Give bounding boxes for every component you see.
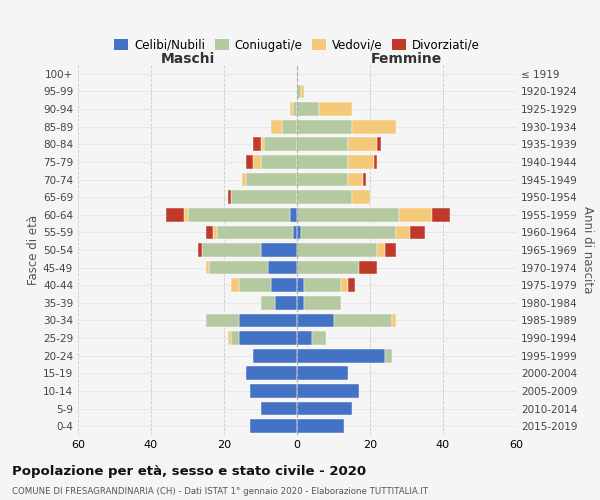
Bar: [297, 366, 348, 380]
Bar: [297, 155, 348, 169]
Text: Femmine: Femmine: [371, 52, 442, 66]
Bar: [297, 349, 385, 362]
Bar: [410, 226, 425, 239]
Bar: [253, 349, 297, 362]
Bar: [385, 349, 392, 362]
Bar: [392, 314, 395, 328]
Bar: [297, 208, 399, 222]
Bar: [264, 138, 297, 151]
Bar: [268, 260, 297, 274]
Bar: [377, 138, 381, 151]
Bar: [260, 296, 275, 310]
Bar: [297, 172, 348, 186]
Bar: [232, 331, 239, 345]
Bar: [359, 260, 377, 274]
Bar: [253, 155, 260, 169]
Bar: [250, 420, 297, 433]
Bar: [206, 260, 209, 274]
Bar: [377, 243, 385, 257]
Bar: [304, 296, 341, 310]
Bar: [239, 278, 271, 292]
Text: Popolazione per età, sesso e stato civile - 2020: Popolazione per età, sesso e stato civil…: [12, 464, 366, 477]
Bar: [301, 226, 395, 239]
Bar: [260, 155, 297, 169]
Bar: [341, 278, 348, 292]
Text: Maschi: Maschi: [160, 52, 215, 66]
Bar: [352, 120, 395, 134]
Bar: [271, 278, 297, 292]
Bar: [297, 243, 377, 257]
Bar: [395, 226, 410, 239]
Bar: [206, 314, 239, 328]
Bar: [260, 243, 297, 257]
Bar: [348, 138, 377, 151]
Bar: [260, 138, 264, 151]
Bar: [297, 331, 311, 345]
Bar: [334, 314, 392, 328]
Bar: [275, 296, 297, 310]
Bar: [297, 102, 319, 116]
Bar: [242, 172, 246, 186]
Bar: [385, 243, 395, 257]
Bar: [297, 314, 334, 328]
Bar: [217, 226, 293, 239]
Bar: [297, 120, 352, 134]
Bar: [206, 226, 213, 239]
Y-axis label: Anni di nascita: Anni di nascita: [581, 206, 594, 294]
Bar: [213, 226, 217, 239]
Bar: [227, 190, 232, 204]
Bar: [246, 366, 297, 380]
Bar: [199, 243, 202, 257]
Bar: [290, 208, 297, 222]
Bar: [297, 384, 359, 398]
Bar: [283, 120, 297, 134]
Y-axis label: Fasce di età: Fasce di età: [27, 215, 40, 285]
Bar: [297, 226, 301, 239]
Text: COMUNE DI FRESAGRANDINARIA (CH) - Dati ISTAT 1° gennaio 2020 - Elaborazione TUTT: COMUNE DI FRESAGRANDINARIA (CH) - Dati I…: [12, 487, 428, 496]
Bar: [319, 102, 352, 116]
Bar: [301, 84, 304, 98]
Bar: [297, 420, 344, 433]
Bar: [293, 102, 297, 116]
Bar: [348, 278, 355, 292]
Bar: [297, 84, 301, 98]
Bar: [297, 402, 352, 415]
Bar: [227, 331, 232, 345]
Bar: [202, 243, 260, 257]
Bar: [209, 260, 268, 274]
Bar: [348, 155, 374, 169]
Bar: [297, 260, 359, 274]
Bar: [246, 172, 297, 186]
Bar: [362, 172, 367, 186]
Bar: [348, 172, 363, 186]
Bar: [239, 331, 297, 345]
Bar: [246, 155, 253, 169]
Bar: [184, 208, 187, 222]
Bar: [432, 208, 450, 222]
Bar: [311, 331, 326, 345]
Bar: [297, 278, 304, 292]
Bar: [260, 402, 297, 415]
Bar: [352, 190, 370, 204]
Bar: [239, 314, 297, 328]
Bar: [232, 190, 297, 204]
Bar: [374, 155, 377, 169]
Bar: [232, 278, 239, 292]
Bar: [304, 278, 341, 292]
Bar: [271, 120, 283, 134]
Bar: [293, 226, 297, 239]
Bar: [253, 138, 260, 151]
Bar: [297, 138, 348, 151]
Bar: [399, 208, 432, 222]
Bar: [187, 208, 290, 222]
Bar: [297, 190, 352, 204]
Bar: [166, 208, 184, 222]
Bar: [290, 102, 293, 116]
Bar: [297, 296, 304, 310]
Bar: [250, 384, 297, 398]
Legend: Celibi/Nubili, Coniugati/e, Vedovi/e, Divorziati/e: Celibi/Nubili, Coniugati/e, Vedovi/e, Di…: [109, 34, 485, 56]
